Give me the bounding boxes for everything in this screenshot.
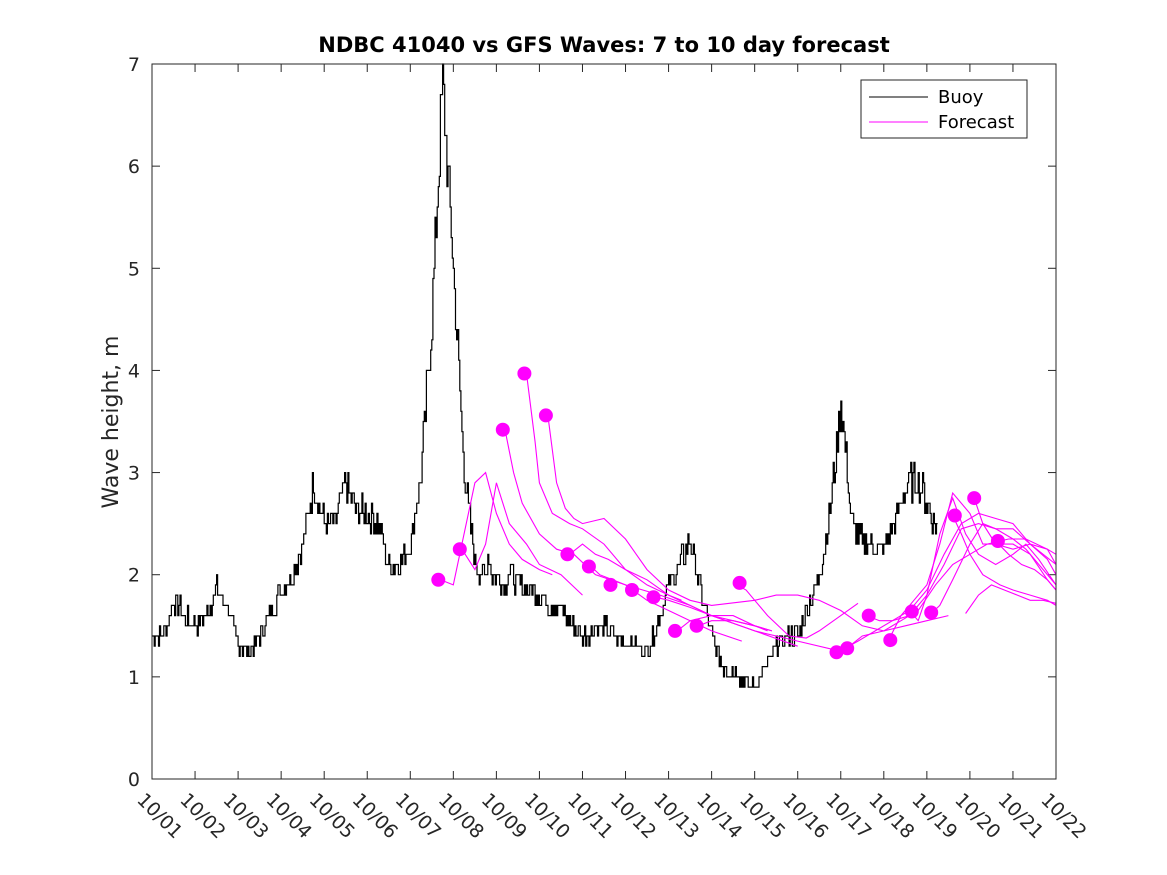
forecast-line-20 <box>995 540 1057 591</box>
forecast-line-11 <box>732 582 859 639</box>
x-tick-label: 10/07 <box>391 789 445 843</box>
x-tick-label: 10/08 <box>434 789 488 843</box>
buoy-line <box>152 63 938 688</box>
x-tick-label: 10/06 <box>348 789 402 843</box>
x-tick-label: 10/18 <box>864 789 918 843</box>
x-tick-label: 10/22 <box>1036 789 1090 843</box>
forecast-start-point <box>517 366 532 381</box>
x-tick-label: 10/05 <box>305 789 359 843</box>
forecast-start-point <box>990 534 1005 548</box>
forecast-start-point <box>603 577 618 592</box>
legend-label-forecast: Forecast <box>938 112 1014 133</box>
forecast-start-point <box>538 408 553 423</box>
forecast-line-19 <box>973 497 1057 565</box>
y-tick-label: 0 <box>128 769 140 791</box>
forecast-line-12 <box>836 538 1057 653</box>
x-tick-label: 10/13 <box>649 789 703 843</box>
x-tick-label: 10/12 <box>606 789 660 843</box>
x-tick-label: 10/19 <box>907 789 961 843</box>
forecast-start-point <box>840 641 855 656</box>
forecast-start-point <box>904 604 919 619</box>
x-tick-label: 10/09 <box>477 789 531 843</box>
plot-frame <box>151 63 1057 780</box>
forecast-start-point <box>560 547 575 562</box>
x-tick-label: 10/17 <box>821 789 875 843</box>
forecast-start-point <box>689 618 704 633</box>
x-tick-label: 10/01 <box>132 789 186 843</box>
x-tick-label: 10/21 <box>993 789 1047 843</box>
forecast-line-5 <box>547 416 949 632</box>
legend: Buoy Forecast <box>860 79 1028 139</box>
x-tick-label: 10/16 <box>778 789 832 843</box>
x-tick-label: 10/02 <box>176 789 230 843</box>
forecast-start-point <box>947 508 962 523</box>
x-tick-label: 10/03 <box>219 789 273 843</box>
legend-box <box>860 79 1028 139</box>
legend-label-buoy: Buoy <box>938 87 984 108</box>
forecast-line-2 <box>461 482 583 596</box>
forecast-start-point <box>625 583 639 597</box>
plot-background <box>152 64 1056 779</box>
x-tick-label: 10/20 <box>950 789 1004 843</box>
y-tick-label: 7 <box>128 54 140 76</box>
y-tick-label: 5 <box>128 258 140 280</box>
forecast-start-point <box>581 559 596 574</box>
forecast-start-point <box>452 542 467 557</box>
forecast-line-21 <box>965 584 1057 614</box>
buoy-layer <box>152 63 938 688</box>
x-tick-label: 10/15 <box>735 789 789 843</box>
forecast-start-point <box>924 605 939 620</box>
forecast-start-point <box>668 623 682 638</box>
forecast-line-18 <box>952 515 1057 606</box>
forecast-layer <box>440 373 1057 653</box>
forecast-start-point <box>646 590 661 605</box>
x-tick-label: 10/10 <box>520 789 574 843</box>
forecast-line-1 <box>440 471 553 586</box>
y-tick-label: 6 <box>128 156 140 178</box>
x-tick-label: 10/04 <box>262 789 316 843</box>
y-tick-label: 1 <box>128 667 140 689</box>
forecast-line-16 <box>909 496 1057 622</box>
x-tick-label: 10/14 <box>692 789 746 843</box>
forecast-point-layer <box>431 366 1005 660</box>
forecast-start-point <box>967 491 982 506</box>
forecast-line-17 <box>930 522 1057 614</box>
forecast-line-13 <box>844 512 1057 649</box>
x-tick-labels: 10/0110/0210/0310/0410/0510/0610/0710/08… <box>132 789 1090 843</box>
x-tick-label: 10/11 <box>563 789 617 843</box>
forecast-line-10 <box>698 620 773 632</box>
y-tick-label: 4 <box>128 360 140 382</box>
forecast-start-point <box>861 608 876 623</box>
forecast-start-point <box>732 575 747 590</box>
forecast-start-point <box>495 422 510 437</box>
forecast-line-7 <box>590 566 742 642</box>
y-axis-label: Wave height, m <box>99 336 124 509</box>
forecast-start-point <box>431 572 446 587</box>
forecast-start-point <box>883 633 898 648</box>
y-tick-label: 3 <box>128 463 140 485</box>
y-tick-label: 2 <box>128 565 140 587</box>
chart-title: NDBC 41040 vs GFS Waves: 7 to 10 day for… <box>318 33 889 57</box>
forecast-line-6 <box>569 543 682 601</box>
y-tick-labels: 0 1 2 3 4 5 6 7 <box>128 54 140 791</box>
